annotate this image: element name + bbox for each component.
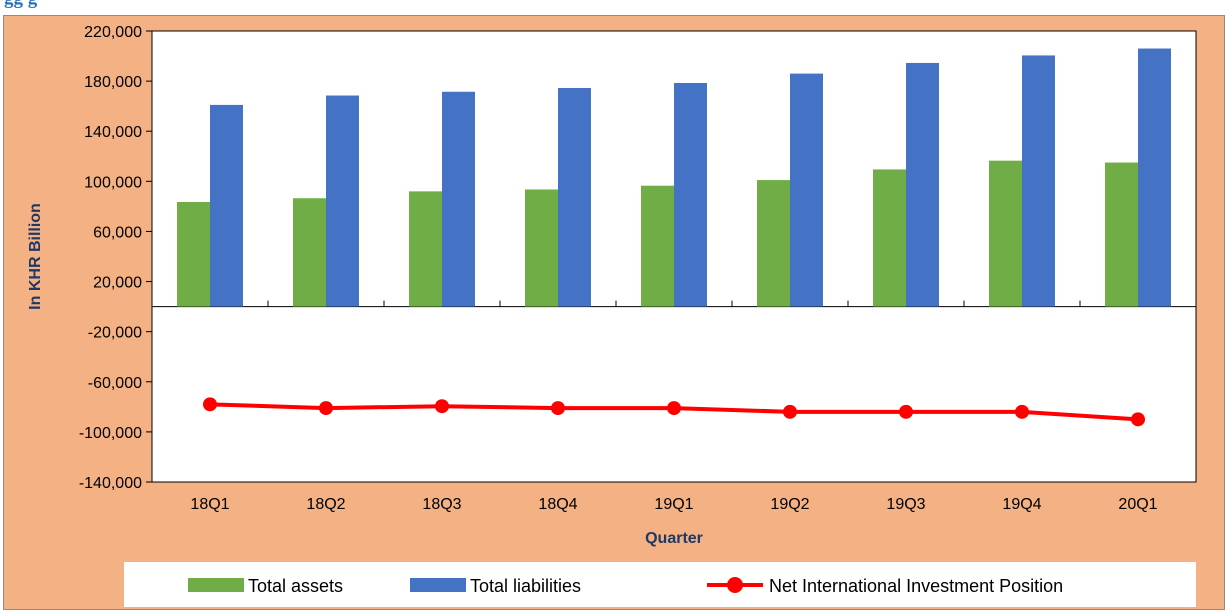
y-tick-label: 100,000 xyxy=(84,174,142,191)
bar-total-assets-18Q2 xyxy=(293,198,326,307)
bar-total-liabilities-19Q2 xyxy=(790,73,823,307)
bars-group xyxy=(177,48,1171,307)
bar-total-assets-19Q1 xyxy=(641,185,674,307)
bar-total-assets-18Q1 xyxy=(177,202,210,307)
y-tick-label: 140,000 xyxy=(84,124,142,141)
bar-total-liabilities-18Q2 xyxy=(326,95,359,307)
bar-total-assets-19Q2 xyxy=(757,180,790,307)
legend: Total assets Total liabilities Net Interna… xyxy=(124,562,1196,607)
bar-total-assets-18Q3 xyxy=(409,191,442,307)
y-axis: 220,000 180,000 140,000 100,000 60,000 20,000… xyxy=(79,24,153,492)
legend-total-assets-label: Total assets xyxy=(248,576,343,596)
point-niip-19Q3 xyxy=(899,404,913,419)
x-tick-label: 18Q1 xyxy=(190,496,229,513)
legend-niip-label: Net International Investment Position xyxy=(769,576,1063,596)
point-niip-18Q1 xyxy=(203,397,217,412)
bar-total-liabilities-18Q4 xyxy=(558,88,591,307)
x-tick-label: 18Q3 xyxy=(422,496,461,513)
x-tick-label: 18Q2 xyxy=(306,496,345,513)
legend-total-liabilities-label: Total liabilities xyxy=(470,576,581,596)
bar-total-assets-19Q3 xyxy=(873,169,906,307)
bar-total-liabilities-18Q1 xyxy=(210,104,243,307)
point-niip-20Q1 xyxy=(1131,412,1145,427)
x-axis-title: Quarter xyxy=(645,530,703,547)
legend-total-assets-swatch xyxy=(188,578,244,592)
x-tick-label: 19Q4 xyxy=(1002,496,1041,513)
chart-caption: gg g xyxy=(4,0,37,10)
y-tick-label: -140,000 xyxy=(79,475,142,492)
legend-box xyxy=(124,562,1196,607)
bar-total-assets-18Q4 xyxy=(525,189,558,307)
y-tick-label: 180,000 xyxy=(84,74,142,91)
y-tick-label: -20,000 xyxy=(88,325,142,342)
point-niip-19Q1 xyxy=(667,401,681,416)
y-axis-title: In KHR Billion xyxy=(27,203,44,310)
y-tick-label: 20,000 xyxy=(93,275,142,292)
y-tick-label: 220,000 xyxy=(84,24,142,41)
y-tick-label: -100,000 xyxy=(79,425,142,442)
point-niip-19Q2 xyxy=(783,404,797,419)
x-tick-label: 19Q3 xyxy=(886,496,925,513)
bar-total-assets-19Q4 xyxy=(989,160,1022,307)
bar-total-liabilities-20Q1 xyxy=(1138,48,1171,307)
point-niip-18Q3 xyxy=(435,399,449,414)
bar-total-liabilities-18Q3 xyxy=(442,91,475,307)
line-series-group xyxy=(203,397,1145,427)
point-niip-18Q2 xyxy=(319,401,333,416)
bar-total-assets-20Q1 xyxy=(1105,162,1138,307)
y-tick-label: 60,000 xyxy=(93,224,142,241)
x-tick-label: 19Q1 xyxy=(654,496,693,513)
point-niip-18Q4 xyxy=(551,401,565,416)
x-tick-label: 20Q1 xyxy=(1118,496,1157,513)
legend-total-liabilities-swatch xyxy=(410,578,466,592)
x-tick-label: 19Q2 xyxy=(770,496,809,513)
x-tick-label: 18Q4 xyxy=(538,496,577,513)
y-tick-label: -60,000 xyxy=(88,375,142,392)
point-niip-19Q4 xyxy=(1015,404,1029,419)
bar-total-liabilities-19Q4 xyxy=(1022,55,1055,307)
legend-niip-swatch-marker xyxy=(727,577,743,593)
bar-total-liabilities-19Q3 xyxy=(906,62,939,307)
bar-total-liabilities-19Q1 xyxy=(674,82,707,307)
